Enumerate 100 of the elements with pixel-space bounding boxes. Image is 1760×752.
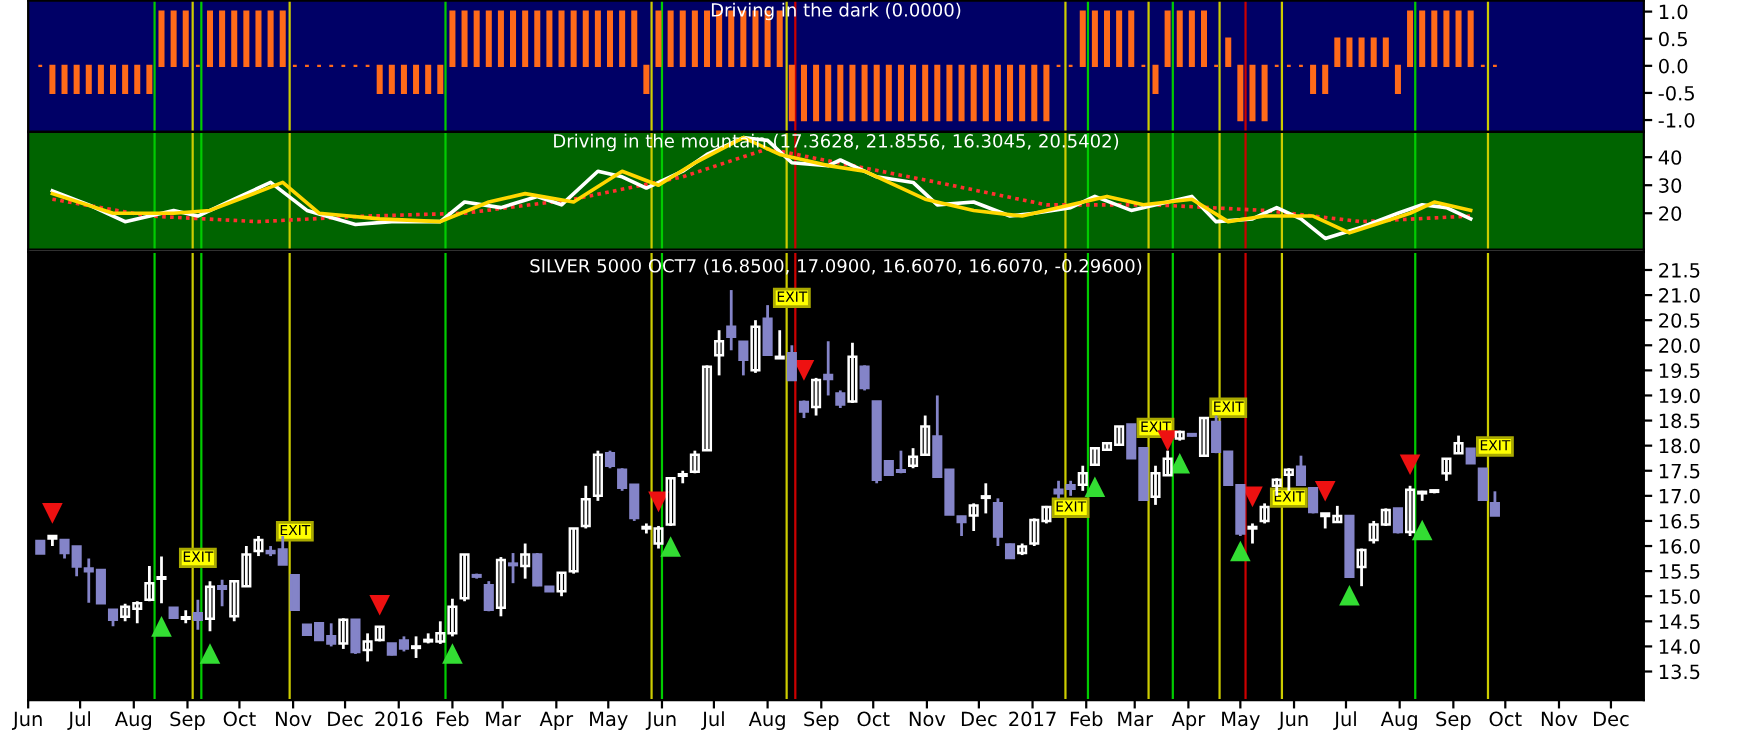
x-tick-label: Dec xyxy=(328,711,363,727)
x-tick-label: Jul xyxy=(1333,711,1356,730)
candlestick xyxy=(689,449,700,475)
candlestick xyxy=(507,551,519,585)
x-tick-label: Oct xyxy=(223,711,256,727)
candlestick xyxy=(1356,547,1367,588)
x-tick-label: Jul xyxy=(67,711,91,730)
x-tick-label: Aug xyxy=(748,711,785,731)
candlestick xyxy=(726,288,737,352)
x-tick-label: Jun xyxy=(1277,711,1308,730)
x-tick-label: Dec xyxy=(1594,711,1629,727)
y-tick-label: 19.5 xyxy=(1659,363,1700,379)
candlestick xyxy=(859,363,870,392)
y-tick-label: 20.5 xyxy=(1659,313,1700,328)
x-tick-label: 2017 xyxy=(1009,711,1056,727)
point xyxy=(442,643,463,664)
point xyxy=(1339,584,1360,606)
candlestick xyxy=(714,328,725,377)
point xyxy=(648,491,669,513)
candlestick xyxy=(495,555,506,618)
candlestick xyxy=(823,339,834,397)
x-tick-label: Nov xyxy=(909,711,946,727)
candlestick xyxy=(217,578,228,608)
candlestick xyxy=(1477,467,1488,502)
y-tick-label: 14.5 xyxy=(1659,614,1700,629)
y-tick-label: 14.0 xyxy=(1659,639,1700,655)
point xyxy=(1230,540,1251,562)
y-tick-label: 17.0 xyxy=(1659,488,1700,504)
candlestick xyxy=(204,579,216,633)
x-tick-label: Oct xyxy=(857,711,890,727)
y-tick-label: -0.5 xyxy=(1658,85,1694,101)
candlestick xyxy=(968,501,979,533)
x-tick-label: Mar xyxy=(486,711,521,727)
y-tick-label: 0.0 xyxy=(1659,58,1688,74)
point xyxy=(1399,454,1421,476)
candlestick xyxy=(738,340,749,377)
x-tick-label: Aug xyxy=(114,711,152,731)
candlestick xyxy=(459,553,470,603)
y-tick-label: 17.5 xyxy=(1659,463,1700,479)
x-tick-label: May xyxy=(590,711,628,731)
x-tick-label: Apr xyxy=(539,711,574,731)
candlestick xyxy=(847,341,858,405)
y-tick-label: 13.5 xyxy=(1659,664,1700,680)
candlestick xyxy=(1295,454,1307,488)
x-tick-label: Jun xyxy=(645,711,676,730)
candlestick xyxy=(411,634,422,660)
candlestick xyxy=(665,476,676,528)
x-tick-label: Dec xyxy=(961,711,997,727)
x-tick-label: Nov xyxy=(276,711,312,727)
candlestick xyxy=(1259,501,1270,525)
candlestick xyxy=(1077,464,1088,493)
point xyxy=(42,503,63,524)
x-tick-label: Sep xyxy=(1436,711,1471,731)
x-tick-label: Sep xyxy=(170,711,205,731)
x-tick-label: Aug xyxy=(1380,711,1417,731)
y-tick-label: 1.0 xyxy=(1659,4,1688,20)
point xyxy=(1157,430,1178,451)
candlestick xyxy=(580,484,591,530)
x-tick-label: May xyxy=(1222,711,1260,731)
x-tick-label: Mar xyxy=(1118,711,1154,727)
y-tick-label: 16.0 xyxy=(1659,538,1700,554)
y-tick-label: 18.5 xyxy=(1659,413,1700,429)
candlestick xyxy=(786,343,797,382)
candlestick xyxy=(192,598,203,632)
candlestick xyxy=(1283,466,1294,493)
x-tick-label: Sep xyxy=(804,711,839,731)
point xyxy=(1169,452,1191,474)
x-tick-label: Apr xyxy=(1171,711,1206,731)
candlestick xyxy=(992,496,1003,548)
candlestick xyxy=(1308,486,1319,515)
x-tick-label: Oct xyxy=(1489,711,1522,727)
candlestick xyxy=(483,579,494,613)
point xyxy=(1242,486,1263,508)
y-tick-label: 19.0 xyxy=(1659,388,1700,404)
x-tick-label: Feb xyxy=(1070,711,1103,727)
candlestick xyxy=(1489,489,1500,517)
candlestick xyxy=(289,573,300,612)
y-tick-label: 18.0 xyxy=(1659,438,1700,454)
x-tick-label: Jul xyxy=(701,711,724,730)
candlestick xyxy=(253,534,264,558)
x-tick-label: Jun xyxy=(11,711,42,730)
candlestick xyxy=(1247,522,1258,545)
y-tick-label: 21.5 xyxy=(1659,262,1700,278)
x-tick-label: 2016 xyxy=(375,711,423,727)
point xyxy=(793,360,815,381)
point xyxy=(1411,519,1433,541)
candlestick xyxy=(1392,507,1403,535)
candlestick xyxy=(762,303,773,357)
candlestick xyxy=(520,542,531,581)
y-tick-label: 16.5 xyxy=(1659,513,1700,529)
y-tick-label: 15.0 xyxy=(1659,589,1700,604)
point xyxy=(151,616,172,637)
candlestick xyxy=(1198,416,1210,458)
y-tick-label: -1.0 xyxy=(1658,113,1695,128)
candlestick xyxy=(1441,456,1452,483)
candlestick xyxy=(750,318,761,375)
point xyxy=(369,594,390,616)
candlestick xyxy=(156,555,167,605)
y-tick-label: 21.0 xyxy=(1659,288,1700,303)
candlestick xyxy=(980,481,991,515)
